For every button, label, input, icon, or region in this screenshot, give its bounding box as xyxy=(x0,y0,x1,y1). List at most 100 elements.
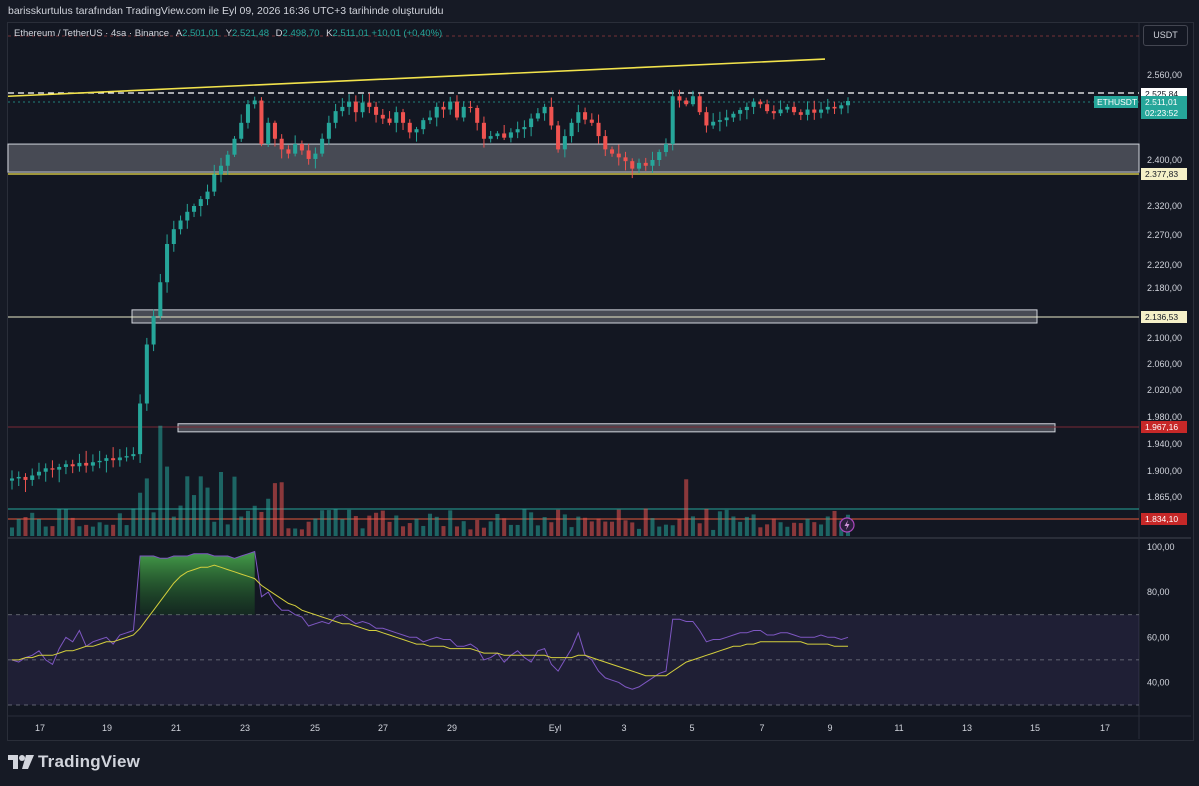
volume-bar[interactable] xyxy=(421,525,426,536)
volume-bar[interactable] xyxy=(738,521,743,536)
candle-body[interactable] xyxy=(347,101,352,107)
volume-bar[interactable] xyxy=(225,524,230,536)
volume-bar[interactable] xyxy=(441,526,446,536)
candle-body[interactable] xyxy=(320,138,325,154)
volume-bar[interactable] xyxy=(70,517,75,536)
demand-zone-lower[interactable] xyxy=(177,423,1056,433)
candle-body[interactable] xyxy=(9,478,15,481)
candle-body[interactable] xyxy=(461,106,466,118)
volume-bar[interactable] xyxy=(643,508,648,536)
candle-body[interactable] xyxy=(326,122,331,139)
volume-bar[interactable] xyxy=(340,519,345,536)
volume-bar[interactable] xyxy=(495,513,500,536)
volume-bar[interactable] xyxy=(138,492,143,536)
volume-bar[interactable] xyxy=(825,516,830,536)
candle-body[interactable] xyxy=(805,109,810,115)
candle-body[interactable] xyxy=(670,96,675,145)
candle-body[interactable] xyxy=(198,199,203,206)
candle-body[interactable] xyxy=(684,100,689,105)
candle-body[interactable] xyxy=(84,462,89,466)
candle-body[interactable] xyxy=(151,316,156,345)
candle-body[interactable] xyxy=(562,136,567,150)
candle-body[interactable] xyxy=(481,122,486,139)
volume-bar[interactable] xyxy=(448,510,453,536)
candle-body[interactable] xyxy=(192,206,197,212)
volume-bar[interactable] xyxy=(165,466,170,536)
candle-body[interactable] xyxy=(50,468,55,470)
candle-body[interactable] xyxy=(502,133,507,138)
volume-bar[interactable] xyxy=(218,471,224,536)
volume-bar[interactable] xyxy=(670,525,675,536)
volume-bar[interactable] xyxy=(522,509,527,536)
volume-bar[interactable] xyxy=(704,508,709,536)
candle-body[interactable] xyxy=(717,120,722,122)
volume-bar[interactable] xyxy=(326,510,331,536)
volume-bar[interactable] xyxy=(515,524,520,536)
candle-body[interactable] xyxy=(663,144,668,153)
volume-bar[interactable] xyxy=(347,509,352,536)
candle-body[interactable] xyxy=(583,112,588,120)
candle-body[interactable] xyxy=(131,454,136,457)
volume-bar[interactable] xyxy=(401,526,406,536)
candle-body[interactable] xyxy=(178,220,183,230)
legend-symbol[interactable]: Ethereum / TetherUS · 4sa · Binance xyxy=(14,28,170,39)
volume-bar[interactable] xyxy=(171,516,176,536)
volume-bar[interactable] xyxy=(293,528,298,536)
candle-body[interactable] xyxy=(535,113,540,119)
candle-body[interactable] xyxy=(556,125,561,150)
volume-bar[interactable] xyxy=(279,482,284,536)
candle-body[interactable] xyxy=(724,117,729,121)
candle-body[interactable] xyxy=(529,118,534,128)
candle-body[interactable] xyxy=(165,244,170,283)
candle-body[interactable] xyxy=(77,462,82,467)
candle-body[interactable] xyxy=(771,111,776,114)
volume-bar[interactable] xyxy=(353,516,358,536)
volume-bar[interactable] xyxy=(320,510,325,536)
volume-bar[interactable] xyxy=(731,516,736,536)
candle-body[interactable] xyxy=(144,344,149,404)
volume-bar[interactable] xyxy=(63,508,68,536)
volume-bar[interactable] xyxy=(252,505,257,536)
candle-body[interactable] xyxy=(549,106,554,126)
volume-bar[interactable] xyxy=(461,521,466,536)
volume-bar[interactable] xyxy=(117,513,122,536)
candle-body[interactable] xyxy=(758,101,763,105)
volume-bar[interactable] xyxy=(198,476,203,536)
candle-body[interactable] xyxy=(441,106,446,110)
volume-bar[interactable] xyxy=(785,526,790,536)
candle-body[interactable] xyxy=(313,153,318,159)
volume-bar[interactable] xyxy=(212,521,217,536)
volume-bar[interactable] xyxy=(758,527,763,536)
candle-body[interactable] xyxy=(825,106,830,110)
volume-bar[interactable] xyxy=(765,524,770,536)
volume-bar[interactable] xyxy=(333,508,338,536)
volume-bar[interactable] xyxy=(158,425,163,536)
candle-body[interactable] xyxy=(333,111,338,123)
volume-bar[interactable] xyxy=(610,521,615,536)
volume-bar[interactable] xyxy=(367,515,372,536)
candle-body[interactable] xyxy=(475,107,480,123)
candle-body[interactable] xyxy=(340,106,345,112)
candle-body[interactable] xyxy=(286,149,291,154)
volume-bar[interactable] xyxy=(427,513,433,536)
volume-bar[interactable] xyxy=(549,522,554,536)
candle-body[interactable] xyxy=(414,129,419,133)
candle-body[interactable] xyxy=(657,152,662,160)
volume-bar[interactable] xyxy=(387,521,392,536)
candle-body[interactable] xyxy=(232,138,237,155)
candle-body[interactable] xyxy=(542,106,547,114)
candle-body[interactable] xyxy=(421,120,426,130)
volume-bar[interactable] xyxy=(603,521,608,536)
candle-body[interactable] xyxy=(751,101,756,107)
candle-body[interactable] xyxy=(623,157,628,162)
candle-body[interactable] xyxy=(367,102,372,107)
volume-bar[interactable] xyxy=(434,516,439,536)
candle-body[interactable] xyxy=(610,149,615,154)
volume-bar[interactable] xyxy=(286,528,291,536)
volume-bar[interactable] xyxy=(111,524,116,536)
candle-body[interactable] xyxy=(299,144,304,151)
volume-bar[interactable] xyxy=(711,529,716,536)
candle-body[interactable] xyxy=(765,104,770,112)
currency-button[interactable]: USDT xyxy=(1143,25,1188,46)
candle-body[interactable] xyxy=(205,191,210,200)
